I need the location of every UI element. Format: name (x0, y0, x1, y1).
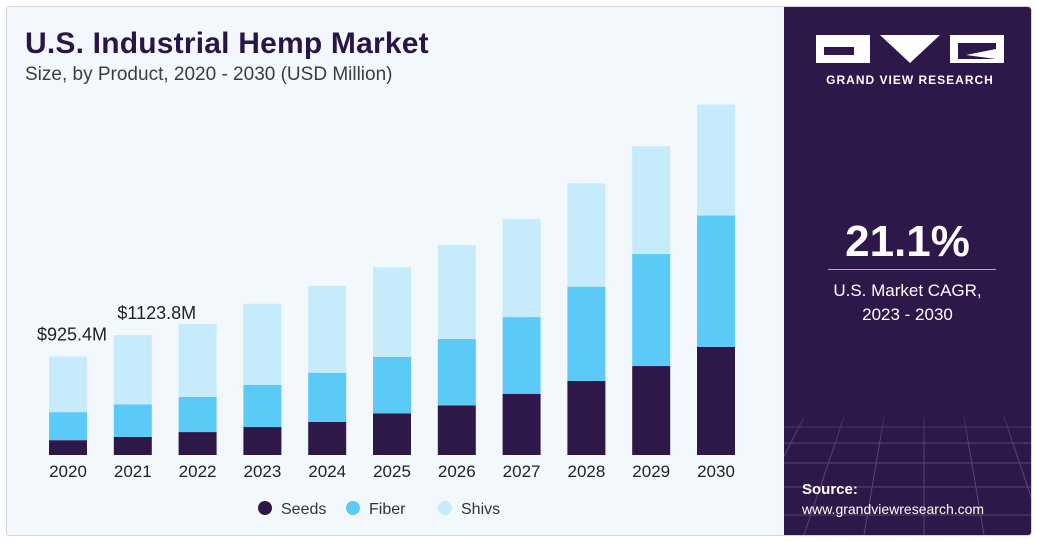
bar-shivs-2027 (502, 218, 541, 318)
x-tick-label-2029: 2029 (632, 462, 670, 481)
gvr-logo-icon (816, 35, 1004, 63)
grid-pattern-decoration (784, 387, 1031, 535)
bar-seeds-2026 (437, 405, 476, 455)
bar-seeds-2021 (113, 436, 152, 455)
x-tick-label-2023: 2023 (243, 462, 281, 481)
source-url[interactable]: www.grandviewresearch.com (802, 501, 985, 517)
infographic-frame: U.S. Industrial Hemp Market Size, by Pro… (6, 6, 1032, 536)
legend-label-shivs: Shivs (461, 501, 500, 518)
x-tick-label-2026: 2026 (438, 462, 476, 481)
bar-seeds-2028 (567, 380, 606, 455)
cagr-label-line2: 2023 - 2030 (862, 305, 953, 324)
bar-shivs-2025 (373, 267, 411, 357)
bar-shivs-2026 (437, 244, 476, 339)
bar-fiber-2023 (243, 384, 282, 428)
bar-fiber-2024 (308, 372, 347, 422)
x-tick-label-2030: 2030 (697, 462, 735, 481)
x-tick-label-2027: 2027 (503, 462, 541, 481)
bar-shivs-2022 (178, 323, 217, 397)
cagr-label: U.S. Market CAGR, 2023 - 2030 (784, 279, 1031, 327)
bar-seeds-2029 (632, 366, 671, 455)
bar-seeds-2024 (308, 421, 347, 455)
bar-shivs-2029 (632, 146, 671, 255)
x-tick-label-2028: 2028 (567, 462, 605, 481)
cagr-divider (828, 269, 996, 270)
chart-title: U.S. Industrial Hemp Market (25, 27, 429, 60)
bar-shivs-2020 (49, 356, 87, 413)
source-title: Source: (802, 481, 858, 498)
brand-name: GRAND VIEW RESEARCH (826, 73, 994, 87)
bar-fiber-2022 (178, 396, 217, 433)
x-tick-label-2020: 2020 (49, 462, 87, 481)
bar-shivs-2030 (697, 104, 735, 216)
bar-shivs-2021 (113, 335, 152, 405)
legend-swatch-fiber (346, 501, 360, 515)
bar-seeds-2030 (697, 346, 735, 455)
legend-swatch-seeds (258, 501, 272, 515)
bar-seeds-2020 (49, 440, 87, 455)
bar-fiber-2026 (437, 338, 476, 406)
x-tick-label-2022: 2022 (179, 462, 217, 481)
chart-subtitle: Size, by Product, 2020 - 2030 (USD Milli… (25, 64, 393, 85)
stacked-bar-chart: 2020 2021 2022 2023 2024 2025 2026 2027 2028 2029… (37, 104, 735, 518)
bar-shivs-2024 (308, 285, 347, 373)
bar-fiber-2021 (113, 404, 152, 437)
bar-seeds-2022 (178, 432, 217, 455)
bar-shivs-2023 (243, 303, 282, 385)
side-panel: GRAND VIEW RESEARCH 21.1% U.S. Market CA… (784, 7, 1031, 535)
data-label-2021: $1123.8M (117, 303, 196, 323)
bar-fiber-2030 (697, 215, 735, 347)
bar-seeds-2025 (373, 413, 411, 455)
bar-shivs-2028 (567, 183, 606, 287)
legend-swatch-shivs (438, 501, 452, 515)
cagr-value: 21.1% (845, 217, 970, 266)
brand-logo: GRAND VIEW RESEARCH (816, 33, 1004, 87)
bar-fiber-2027 (502, 317, 541, 394)
bar-fiber-2028 (567, 286, 606, 381)
cagr-label-line1: U.S. Market CAGR, (833, 281, 982, 300)
legend-label-fiber: Fiber (369, 501, 406, 518)
x-tick-label-2024: 2024 (308, 462, 346, 481)
data-label-2020: $925.4M (37, 324, 107, 344)
bar-fiber-2020 (49, 412, 87, 441)
bar-fiber-2025 (373, 356, 411, 414)
bar-seeds-2027 (502, 393, 541, 455)
legend-label-seeds: Seeds (281, 501, 326, 518)
bar-fiber-2029 (632, 254, 671, 367)
x-tick-label-2025: 2025 (373, 462, 411, 481)
x-tick-label-2021: 2021 (114, 462, 152, 481)
chart-panel: U.S. Industrial Hemp Market Size, by Pro… (7, 7, 784, 535)
bar-seeds-2023 (243, 427, 282, 455)
